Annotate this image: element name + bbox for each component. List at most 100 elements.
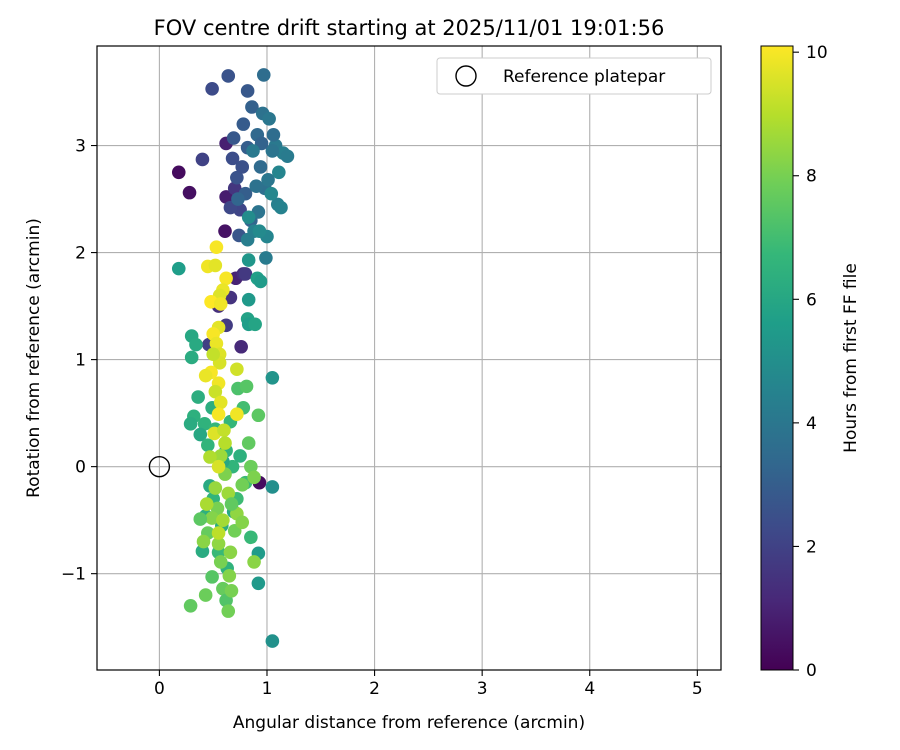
y-tick-label: 3 bbox=[75, 137, 86, 157]
data-point bbox=[208, 481, 223, 495]
legend: Reference platepar bbox=[436, 57, 712, 95]
colorbar-tick-label: 10 bbox=[806, 43, 828, 63]
data-point bbox=[245, 100, 259, 114]
data-point bbox=[272, 165, 286, 180]
data-point bbox=[225, 151, 240, 166]
y-tick-label: 2 bbox=[75, 244, 86, 264]
data-point bbox=[253, 274, 268, 289]
x-tick-label: 5 bbox=[692, 679, 703, 699]
data-point bbox=[193, 512, 208, 526]
data-point bbox=[252, 224, 267, 238]
data-point bbox=[265, 634, 280, 648]
data-point bbox=[261, 172, 275, 187]
data-point bbox=[197, 417, 212, 431]
x-tick-label: 2 bbox=[369, 679, 380, 699]
data-point bbox=[230, 407, 244, 421]
data-point bbox=[223, 545, 238, 560]
data-point bbox=[221, 486, 236, 501]
colorbar-label: Hours from first FF file bbox=[841, 263, 861, 453]
y-tick-label: −1 bbox=[61, 565, 86, 585]
data-point bbox=[191, 390, 205, 404]
colorbar: 0 2 4 6 8 10 Hours from first FF file bbox=[760, 43, 861, 681]
data-point bbox=[248, 317, 262, 332]
legend-marker-icon bbox=[455, 65, 477, 87]
colorbar-tick-label: 2 bbox=[806, 537, 817, 557]
x-tick-label: 1 bbox=[262, 679, 273, 699]
x-tick-label: 3 bbox=[477, 679, 488, 699]
x-tick-label: 4 bbox=[584, 679, 595, 699]
data-point bbox=[231, 192, 245, 206]
data-point bbox=[211, 407, 226, 421]
data-point bbox=[240, 84, 255, 98]
data-point bbox=[205, 570, 219, 584]
data-point bbox=[205, 511, 219, 525]
data-point bbox=[265, 144, 280, 158]
x-axis-label: Angular distance from reference (arcmin) bbox=[233, 713, 585, 733]
colorbar-tick-label: 8 bbox=[806, 167, 817, 187]
data-point bbox=[235, 478, 250, 492]
data-point bbox=[244, 459, 258, 474]
data-point bbox=[227, 181, 242, 196]
legend-label: Reference platepar bbox=[503, 67, 665, 87]
data-point bbox=[182, 185, 197, 200]
data-point bbox=[251, 576, 266, 591]
data-point bbox=[217, 423, 231, 438]
reference-marker-layer bbox=[148, 455, 171, 478]
data-point bbox=[264, 186, 279, 201]
y-axis-ticks: −1 0 1 2 3 bbox=[61, 137, 97, 585]
data-point bbox=[221, 69, 236, 83]
data-point bbox=[241, 253, 256, 267]
data-point bbox=[235, 160, 250, 174]
data-point bbox=[195, 152, 210, 167]
data-point bbox=[198, 588, 213, 602]
data-point bbox=[240, 232, 255, 247]
data-point bbox=[205, 82, 219, 96]
data-point bbox=[209, 240, 224, 255]
x-tick-label: 0 bbox=[154, 679, 165, 699]
data-point bbox=[189, 337, 203, 352]
data-point bbox=[249, 179, 264, 194]
data-point bbox=[247, 555, 261, 569]
data-point bbox=[251, 408, 266, 423]
data-point bbox=[213, 297, 228, 311]
data-point bbox=[241, 292, 256, 307]
data-point bbox=[256, 68, 271, 82]
y-tick-label: 1 bbox=[75, 351, 86, 371]
data-point bbox=[206, 347, 220, 362]
colorbar-tick-label: 0 bbox=[806, 661, 817, 681]
data-point bbox=[253, 160, 268, 174]
data-point bbox=[196, 534, 211, 549]
y-axis-label: Rotation from reference (arcmin) bbox=[24, 218, 44, 498]
chart-title: FOV centre drift starting at 2025/11/01 … bbox=[154, 16, 665, 40]
data-point bbox=[224, 497, 239, 511]
data-point bbox=[230, 170, 244, 185]
data-point bbox=[265, 480, 280, 494]
data-point bbox=[201, 438, 215, 453]
data-point bbox=[211, 526, 226, 540]
data-point bbox=[183, 598, 198, 613]
data-point bbox=[234, 339, 248, 354]
data-point bbox=[259, 251, 273, 265]
data-point bbox=[211, 459, 226, 474]
data-point bbox=[213, 555, 228, 569]
data-point bbox=[213, 449, 228, 463]
data-point bbox=[198, 368, 213, 383]
data-point bbox=[236, 117, 251, 131]
data-point bbox=[219, 190, 233, 204]
data-point bbox=[222, 569, 237, 583]
reference-platepar-marker bbox=[148, 455, 171, 478]
data-point bbox=[224, 583, 239, 598]
y-tick-label: 0 bbox=[75, 458, 86, 478]
legend-box bbox=[436, 57, 712, 95]
data-point bbox=[247, 470, 261, 485]
data-point bbox=[221, 604, 236, 618]
data-point bbox=[209, 336, 224, 351]
data-point bbox=[184, 350, 199, 365]
data-point bbox=[208, 258, 223, 273]
data-point bbox=[241, 436, 256, 450]
data-point bbox=[199, 497, 214, 511]
data-point bbox=[238, 267, 253, 281]
colorbar-tick-label: 4 bbox=[806, 414, 817, 434]
x-axis-ticks: 0 1 2 3 4 5 bbox=[154, 670, 703, 699]
data-point bbox=[233, 449, 247, 463]
